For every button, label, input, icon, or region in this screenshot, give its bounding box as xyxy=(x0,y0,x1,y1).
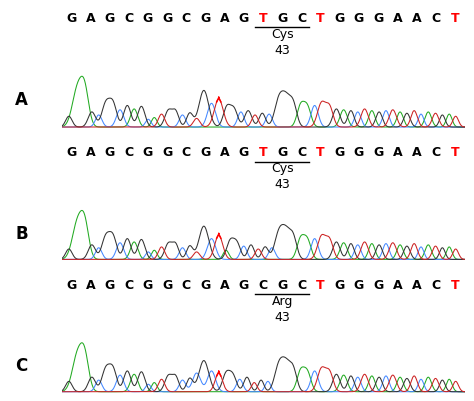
Text: G: G xyxy=(239,279,249,292)
Text: G: G xyxy=(373,146,383,159)
Text: G: G xyxy=(354,146,364,159)
Text: Arg: Arg xyxy=(272,295,293,308)
Text: C: C xyxy=(297,146,306,159)
Text: A: A xyxy=(412,146,421,159)
Text: T: T xyxy=(451,279,459,292)
Text: C: C xyxy=(182,12,191,25)
Text: A: A xyxy=(15,91,28,109)
Text: C: C xyxy=(297,12,306,25)
Text: G: G xyxy=(277,146,287,159)
Text: C: C xyxy=(297,279,306,292)
Text: G: G xyxy=(66,146,76,159)
Text: T: T xyxy=(259,146,267,159)
Text: G: G xyxy=(335,146,345,159)
Text: G: G xyxy=(373,279,383,292)
Text: 43: 43 xyxy=(274,311,290,324)
Text: G: G xyxy=(201,12,210,25)
Text: T: T xyxy=(451,12,459,25)
Text: 43: 43 xyxy=(274,44,290,57)
Text: T: T xyxy=(316,146,325,159)
Text: C: C xyxy=(124,146,133,159)
Text: A: A xyxy=(86,12,95,25)
Text: G: G xyxy=(162,12,172,25)
Text: A: A xyxy=(392,279,402,292)
Text: G: G xyxy=(143,279,153,292)
Text: G: G xyxy=(162,146,172,159)
Text: A: A xyxy=(412,12,421,25)
Text: G: G xyxy=(104,12,115,25)
Text: C: C xyxy=(258,279,268,292)
Text: A: A xyxy=(220,146,229,159)
Text: C: C xyxy=(124,12,133,25)
Text: G: G xyxy=(104,146,115,159)
Text: G: G xyxy=(143,146,153,159)
Text: A: A xyxy=(220,279,229,292)
Text: C: C xyxy=(431,12,440,25)
Text: 43: 43 xyxy=(274,178,290,191)
Text: G: G xyxy=(277,12,287,25)
Text: C: C xyxy=(15,357,27,375)
Text: Cys: Cys xyxy=(271,28,293,41)
Text: C: C xyxy=(431,146,440,159)
Text: G: G xyxy=(143,12,153,25)
Text: G: G xyxy=(66,12,76,25)
Text: A: A xyxy=(220,12,229,25)
Text: C: C xyxy=(431,279,440,292)
Text: C: C xyxy=(124,279,133,292)
Text: A: A xyxy=(86,146,95,159)
Text: G: G xyxy=(354,12,364,25)
Text: T: T xyxy=(451,146,459,159)
Text: G: G xyxy=(239,146,249,159)
Text: G: G xyxy=(201,279,210,292)
Text: C: C xyxy=(182,279,191,292)
Text: A: A xyxy=(412,279,421,292)
Text: A: A xyxy=(392,146,402,159)
Text: G: G xyxy=(277,279,287,292)
Text: G: G xyxy=(354,279,364,292)
Text: T: T xyxy=(316,12,325,25)
Text: T: T xyxy=(316,279,325,292)
Text: G: G xyxy=(239,12,249,25)
Text: A: A xyxy=(86,279,95,292)
Text: G: G xyxy=(162,279,172,292)
Text: Cys: Cys xyxy=(271,162,293,175)
Text: A: A xyxy=(392,12,402,25)
Text: G: G xyxy=(373,12,383,25)
Text: G: G xyxy=(66,279,76,292)
Text: G: G xyxy=(201,146,210,159)
Text: G: G xyxy=(335,279,345,292)
Text: G: G xyxy=(104,279,115,292)
Text: B: B xyxy=(15,225,27,243)
Text: T: T xyxy=(259,12,267,25)
Text: G: G xyxy=(335,12,345,25)
Text: C: C xyxy=(182,146,191,159)
